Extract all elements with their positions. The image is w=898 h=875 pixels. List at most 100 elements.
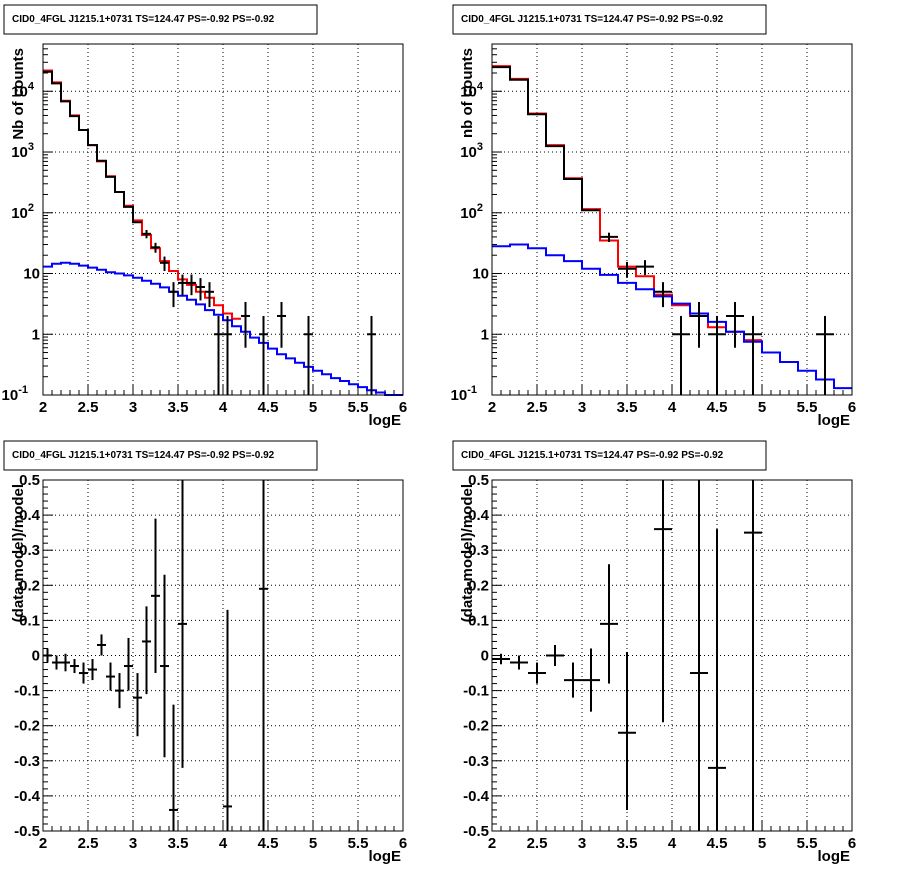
chart-title-box xyxy=(452,4,767,35)
y-tick-label: 0 xyxy=(32,648,40,665)
chart-title: CID0_4FGL J1215.1+0731 TS=124.47 PS=-0.9… xyxy=(461,14,724,25)
x-tick-label: 2 xyxy=(488,835,496,852)
chart-title-box xyxy=(3,440,318,471)
x-tick-label: 2.5 xyxy=(78,835,99,852)
x-tick-label: 5 xyxy=(758,399,766,416)
chart-title: CID0_4FGL J1215.1+0731 TS=124.47 PS=-0.9… xyxy=(461,450,724,461)
x-tick-label: 4 xyxy=(668,399,677,416)
plot-frame xyxy=(491,43,853,396)
y-tick-label: 103 xyxy=(11,141,34,161)
x-tick-label: 2 xyxy=(39,399,47,416)
chart-title-box xyxy=(3,4,318,35)
y-tick-label: 0.4 xyxy=(19,507,41,524)
y-axis-title: (data-model)/model xyxy=(459,484,476,622)
y-tick-label: 0.3 xyxy=(19,542,40,559)
x-tick-label: 4 xyxy=(219,835,228,852)
y-tick-label: -0.1 xyxy=(14,683,40,700)
chart-panel-3: CID0_4FGL J1215.1+0731 TS=124.47 PS=-0.9… xyxy=(3,440,407,865)
y-tick-label: -0.4 xyxy=(14,788,41,805)
x-axis-title: logE xyxy=(818,848,851,865)
x-tick-label: 6 xyxy=(848,835,856,852)
y-tick-label: 0 xyxy=(481,648,489,665)
x-tick-label: 5.5 xyxy=(797,399,818,416)
y-tick-label: 1 xyxy=(481,326,489,343)
y-tick-label: -0.2 xyxy=(14,718,40,735)
x-tick-label: 4.5 xyxy=(258,399,279,416)
chart-panel-1: CID0_4FGL J1215.1+0731 TS=124.47 PS=-0.9… xyxy=(2,4,407,429)
x-tick-label: 4 xyxy=(668,835,677,852)
x-tick-label: 3.5 xyxy=(168,835,189,852)
chart-panel-2: CID0_4FGL J1215.1+0731 TS=124.47 PS=-0.9… xyxy=(451,4,856,429)
series-3-step-line xyxy=(43,70,142,224)
y-tick-label: -0.4 xyxy=(463,788,490,805)
x-tick-label: 3.5 xyxy=(617,399,638,416)
y-axis-title: Nb of counts xyxy=(10,48,27,140)
x-tick-label: 4.5 xyxy=(258,835,279,852)
series-3-step-line xyxy=(492,66,600,212)
x-tick-label: 6 xyxy=(399,399,407,416)
y-tick-label: 10-1 xyxy=(451,384,477,404)
series-2-step-line xyxy=(492,243,852,390)
y-tick-label: 1 xyxy=(32,326,40,343)
plot-frame xyxy=(42,43,404,396)
x-tick-label: 4 xyxy=(219,399,228,416)
x-tick-label: 5 xyxy=(309,399,317,416)
x-axis-title: logE xyxy=(369,848,402,865)
y-tick-label: -0.2 xyxy=(463,718,489,735)
y-axis-title: nb of counts xyxy=(459,48,476,138)
x-tick-label: 3.5 xyxy=(617,835,638,852)
y-tick-label: 104 xyxy=(460,80,484,100)
plot-frame xyxy=(42,479,404,832)
x-tick-label: 2.5 xyxy=(527,399,548,416)
x-tick-label: 3 xyxy=(129,399,137,416)
x-tick-label: 2 xyxy=(39,835,47,852)
x-axis-title: logE xyxy=(369,412,402,429)
y-tick-label: 10-1 xyxy=(2,384,28,404)
x-tick-label: 6 xyxy=(399,835,407,852)
x-tick-label: 2.5 xyxy=(78,399,99,416)
y-tick-label: 0.1 xyxy=(19,612,40,629)
y-tick-label: -0.5 xyxy=(463,823,489,840)
series-2-step-line xyxy=(43,261,403,396)
y-tick-label: 0.4 xyxy=(468,507,490,524)
y-tick-label: -0.1 xyxy=(463,683,489,700)
x-tick-label: 5.5 xyxy=(348,399,369,416)
x-axis-title: logE xyxy=(818,412,851,429)
y-tick-label: 0.2 xyxy=(468,577,489,594)
x-tick-label: 5.5 xyxy=(797,835,818,852)
x-tick-label: 5.5 xyxy=(348,835,369,852)
y-tick-label: -0.3 xyxy=(14,753,40,770)
x-tick-label: 3.5 xyxy=(168,399,189,416)
y-tick-label: 10 xyxy=(472,266,489,283)
x-tick-label: 6 xyxy=(848,399,856,416)
y-tick-label: 0.1 xyxy=(468,612,489,629)
y-tick-label: 0.5 xyxy=(19,472,40,489)
chart-title-box xyxy=(452,440,767,471)
y-tick-label: -0.5 xyxy=(14,823,40,840)
chart-panel-4: CID0_4FGL J1215.1+0731 TS=124.47 PS=-0.9… xyxy=(452,440,856,865)
x-tick-label: 3 xyxy=(129,835,137,852)
y-tick-label: 0.5 xyxy=(468,472,489,489)
y-axis-title: (data-model)/model xyxy=(10,484,27,622)
x-tick-label: 3 xyxy=(578,399,586,416)
x-tick-label: 5 xyxy=(758,835,766,852)
x-tick-label: 5 xyxy=(309,835,317,852)
y-tick-label: 103 xyxy=(460,141,483,161)
y-tick-label: 102 xyxy=(460,202,483,222)
x-tick-label: 4.5 xyxy=(707,399,728,416)
y-tick-label: 0.3 xyxy=(468,542,489,559)
y-tick-label: 104 xyxy=(11,80,35,100)
x-tick-label: 2 xyxy=(488,399,496,416)
plot-frame xyxy=(491,479,853,832)
y-tick-label: 0.2 xyxy=(19,577,40,594)
x-tick-label: 3 xyxy=(578,835,586,852)
chart-title: CID0_4FGL J1215.1+0731 TS=124.47 PS=-0.9… xyxy=(12,450,275,461)
y-tick-label: 102 xyxy=(11,202,34,222)
x-tick-label: 4.5 xyxy=(707,835,728,852)
y-tick-label: 10 xyxy=(23,266,40,283)
chart-title: CID0_4FGL J1215.1+0731 TS=124.47 PS=-0.9… xyxy=(12,14,275,25)
x-tick-label: 2.5 xyxy=(527,835,548,852)
y-tick-label: -0.3 xyxy=(463,753,489,770)
